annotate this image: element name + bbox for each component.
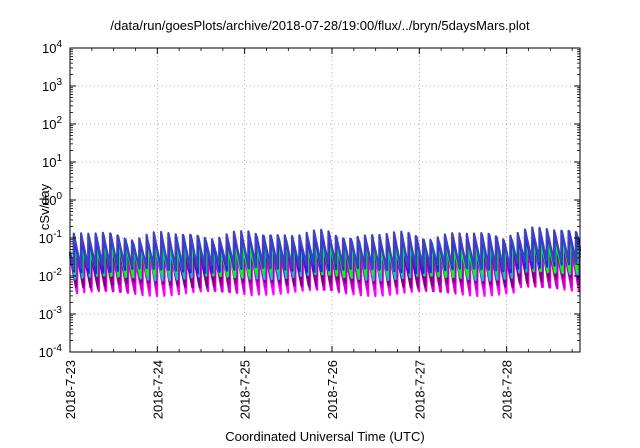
grid-lines <box>70 48 580 352</box>
series-line <box>68 226 582 271</box>
x-tick-label: 2018-7-27 <box>412 360 427 419</box>
y-axis-label: cSv/day <box>37 183 52 231</box>
x-axis-label: Coordinated Universal Time (UTC) <box>225 429 425 444</box>
x-tick-label: 2018-7-23 <box>63 360 78 419</box>
tick-marks <box>69 47 580 353</box>
x-tick-label: 2018-7-26 <box>325 360 340 419</box>
x-tick-label: 2018-7-25 <box>238 360 253 419</box>
x-tick-labels: 2018-7-23 2018-7-24 2018-7-25 2018-7-26 2018… <box>63 360 515 419</box>
chart-title: /data/run/goesPlots/archive/2018-07-28/1… <box>110 18 530 33</box>
y-tick-label: 101 <box>42 153 62 170</box>
x-tick-label: 2018-7-24 <box>150 360 165 419</box>
y-tick-label: 102 <box>42 115 62 132</box>
y-tick-label: 100 <box>42 191 62 208</box>
y-tick-label: 10-2 <box>39 267 63 284</box>
series-group <box>68 226 582 298</box>
y-tick-label: 10-4 <box>39 343 63 360</box>
y-tick-label: 103 <box>42 77 62 94</box>
y-tick-label: 104 <box>42 39 62 56</box>
y-tick-labels: 10-4 10-3 10-2 10-1 100 101 102 103 104 <box>39 39 63 360</box>
y-tick-label: 10-1 <box>39 229 63 246</box>
x-tick-label: 2018-7-28 <box>500 360 515 419</box>
y-tick-label: 10-3 <box>39 305 63 322</box>
